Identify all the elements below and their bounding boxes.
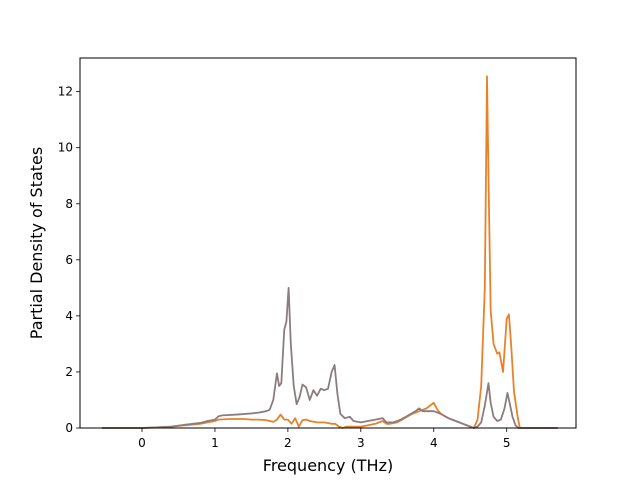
- x-ticks: 0 1 2 3 4 5: [138, 428, 511, 450]
- x-tick-label: 1: [211, 436, 219, 450]
- y-tick-label: 8: [65, 197, 73, 211]
- y-tick-label: 6: [65, 253, 73, 267]
- x-axis-label: Frequency (THz): [263, 456, 393, 475]
- x-tick-label: 2: [284, 436, 292, 450]
- x-tick-label: 4: [430, 436, 438, 450]
- plot-frame: [79, 57, 577, 429]
- series-line-2: [101, 286, 558, 429]
- x-tick-label: 5: [503, 436, 511, 450]
- y-tick-label: 12: [58, 85, 73, 99]
- x-tick-label: 0: [138, 436, 146, 450]
- series-line-1: [101, 75, 558, 429]
- x-tick-label: 3: [357, 436, 365, 450]
- y-tick-label: 0: [65, 421, 73, 435]
- y-tick-label: 2: [65, 365, 73, 379]
- y-axis-label: Partial Density of States: [27, 147, 46, 339]
- y-tick-label: 4: [65, 309, 73, 323]
- y-ticks: 0 2 4 6 8 10 12: [58, 85, 80, 435]
- series-layer: [101, 75, 558, 429]
- y-tick-label: 10: [58, 141, 73, 155]
